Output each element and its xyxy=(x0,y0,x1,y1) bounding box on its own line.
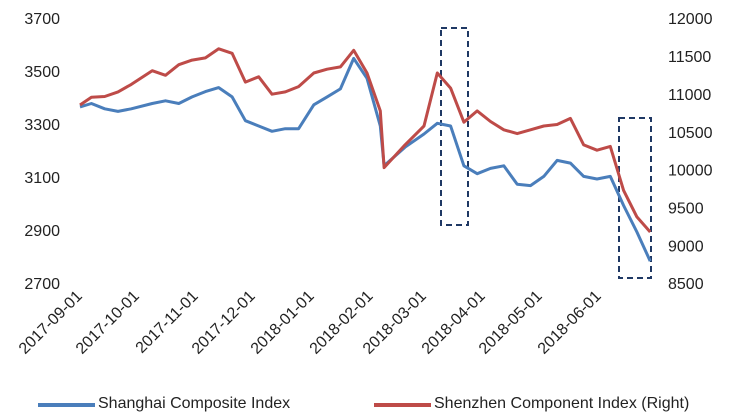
y2-tick-label: 11000 xyxy=(668,87,711,104)
y2-tick-label: 10500 xyxy=(668,125,713,142)
highlight-box xyxy=(440,27,469,226)
series-line xyxy=(79,47,652,233)
y2-tick-label: 12000 xyxy=(668,11,713,28)
y-tick-label: 3700 xyxy=(24,11,60,28)
y2-tick-label: 9000 xyxy=(668,238,704,255)
y2-tick-label: 11500 xyxy=(668,49,711,66)
legend-label: Shanghai Composite Index xyxy=(98,395,290,412)
y2-tick-label: 9500 xyxy=(668,201,704,218)
y-tick-label: 2700 xyxy=(24,276,60,293)
y-tick-label: 2900 xyxy=(24,223,60,240)
series-line xyxy=(79,56,652,262)
y-tick-label: 3300 xyxy=(24,117,60,134)
legend-label: Shenzhen Component Index (Right) xyxy=(434,395,689,412)
y2-tick-label: 10000 xyxy=(668,163,713,180)
y2-tick-label: 8500 xyxy=(668,276,704,293)
x-tick-label: 2018-06-01 xyxy=(535,288,605,358)
y-tick-label: 3500 xyxy=(24,64,60,81)
y-tick-label: 3100 xyxy=(24,170,60,187)
